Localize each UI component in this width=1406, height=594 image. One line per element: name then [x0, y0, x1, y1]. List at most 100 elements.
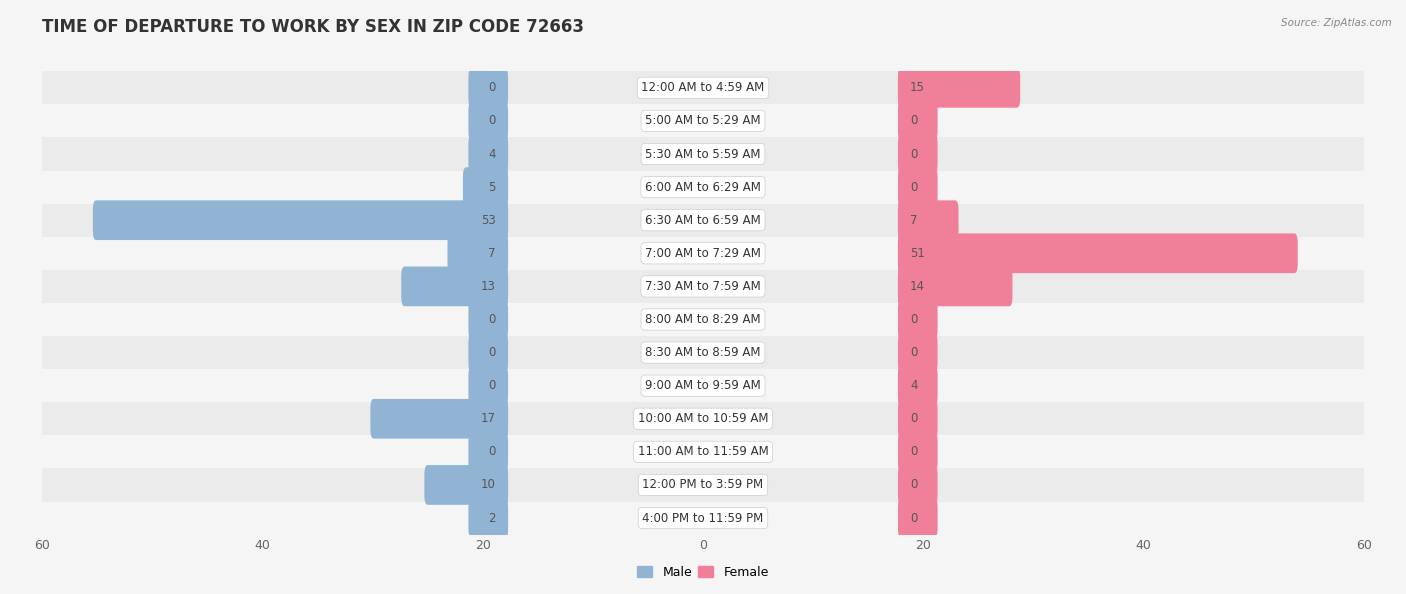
- FancyBboxPatch shape: [401, 267, 508, 307]
- Text: 9:00 AM to 9:59 AM: 9:00 AM to 9:59 AM: [645, 379, 761, 392]
- Text: 13: 13: [481, 280, 496, 293]
- FancyBboxPatch shape: [468, 200, 508, 240]
- FancyBboxPatch shape: [468, 134, 508, 174]
- Text: 0: 0: [488, 379, 496, 392]
- FancyBboxPatch shape: [898, 233, 1298, 273]
- Bar: [42, 137, 1364, 170]
- FancyBboxPatch shape: [447, 233, 508, 273]
- FancyBboxPatch shape: [898, 465, 938, 505]
- FancyBboxPatch shape: [898, 200, 938, 240]
- Bar: [42, 270, 1364, 303]
- FancyBboxPatch shape: [468, 299, 508, 339]
- Text: 10: 10: [481, 478, 496, 491]
- FancyBboxPatch shape: [468, 432, 508, 472]
- FancyBboxPatch shape: [468, 399, 508, 438]
- Text: 4:00 PM to 11:59 PM: 4:00 PM to 11:59 PM: [643, 511, 763, 525]
- Text: 0: 0: [910, 115, 918, 128]
- Text: 7:30 AM to 7:59 AM: 7:30 AM to 7:59 AM: [645, 280, 761, 293]
- Text: 0: 0: [910, 412, 918, 425]
- Text: 8:00 AM to 8:29 AM: 8:00 AM to 8:29 AM: [645, 313, 761, 326]
- Text: 0: 0: [488, 346, 496, 359]
- Bar: [42, 303, 1364, 336]
- FancyBboxPatch shape: [898, 432, 938, 472]
- FancyBboxPatch shape: [898, 168, 938, 207]
- Text: 11:00 AM to 11:59 AM: 11:00 AM to 11:59 AM: [638, 446, 768, 459]
- FancyBboxPatch shape: [468, 366, 508, 406]
- Text: 17: 17: [481, 412, 496, 425]
- FancyBboxPatch shape: [486, 498, 508, 538]
- Text: 6:30 AM to 6:59 AM: 6:30 AM to 6:59 AM: [645, 214, 761, 227]
- Bar: [42, 369, 1364, 402]
- Text: 5:30 AM to 5:59 AM: 5:30 AM to 5:59 AM: [645, 147, 761, 160]
- FancyBboxPatch shape: [898, 498, 938, 538]
- FancyBboxPatch shape: [898, 267, 938, 307]
- Text: 0: 0: [488, 115, 496, 128]
- Text: TIME OF DEPARTURE TO WORK BY SEX IN ZIP CODE 72663: TIME OF DEPARTURE TO WORK BY SEX IN ZIP …: [42, 18, 583, 36]
- Bar: [42, 237, 1364, 270]
- Text: 10:00 AM to 10:59 AM: 10:00 AM to 10:59 AM: [638, 412, 768, 425]
- Text: 2: 2: [488, 511, 496, 525]
- Bar: [42, 435, 1364, 469]
- Text: 5: 5: [488, 181, 496, 194]
- Text: 0: 0: [488, 313, 496, 326]
- Text: 0: 0: [488, 81, 496, 94]
- FancyBboxPatch shape: [898, 267, 1012, 307]
- Legend: Male, Female: Male, Female: [633, 561, 773, 584]
- FancyBboxPatch shape: [898, 399, 938, 438]
- Text: 15: 15: [910, 81, 925, 94]
- Text: 53: 53: [481, 214, 496, 227]
- Text: 4: 4: [910, 379, 918, 392]
- Text: 0: 0: [910, 478, 918, 491]
- FancyBboxPatch shape: [468, 333, 508, 372]
- FancyBboxPatch shape: [468, 498, 508, 538]
- FancyBboxPatch shape: [468, 465, 508, 505]
- Text: 14: 14: [910, 280, 925, 293]
- Text: 12:00 PM to 3:59 PM: 12:00 PM to 3:59 PM: [643, 478, 763, 491]
- Text: 0: 0: [488, 446, 496, 459]
- Text: 0: 0: [910, 511, 918, 525]
- FancyBboxPatch shape: [93, 200, 508, 240]
- Bar: [42, 501, 1364, 535]
- Text: 7: 7: [910, 214, 918, 227]
- Bar: [42, 105, 1364, 137]
- FancyBboxPatch shape: [463, 168, 508, 207]
- FancyBboxPatch shape: [471, 134, 508, 174]
- Text: 0: 0: [910, 181, 918, 194]
- FancyBboxPatch shape: [898, 200, 959, 240]
- FancyBboxPatch shape: [898, 101, 938, 141]
- Text: 0: 0: [910, 446, 918, 459]
- Text: 8:30 AM to 8:59 AM: 8:30 AM to 8:59 AM: [645, 346, 761, 359]
- Text: 0: 0: [910, 147, 918, 160]
- FancyBboxPatch shape: [468, 101, 508, 141]
- FancyBboxPatch shape: [425, 465, 508, 505]
- FancyBboxPatch shape: [898, 68, 938, 108]
- FancyBboxPatch shape: [468, 168, 508, 207]
- Text: 7:00 AM to 7:29 AM: 7:00 AM to 7:29 AM: [645, 247, 761, 260]
- FancyBboxPatch shape: [898, 299, 938, 339]
- Bar: [42, 469, 1364, 501]
- Text: 4: 4: [488, 147, 496, 160]
- FancyBboxPatch shape: [898, 366, 938, 406]
- Bar: [42, 402, 1364, 435]
- Text: 0: 0: [910, 346, 918, 359]
- FancyBboxPatch shape: [898, 68, 1021, 108]
- Bar: [42, 336, 1364, 369]
- FancyBboxPatch shape: [898, 333, 938, 372]
- FancyBboxPatch shape: [468, 233, 508, 273]
- FancyBboxPatch shape: [898, 134, 938, 174]
- Text: 51: 51: [910, 247, 925, 260]
- Text: 6:00 AM to 6:29 AM: 6:00 AM to 6:29 AM: [645, 181, 761, 194]
- Text: 7: 7: [488, 247, 496, 260]
- FancyBboxPatch shape: [468, 267, 508, 307]
- Bar: [42, 204, 1364, 237]
- Text: 12:00 AM to 4:59 AM: 12:00 AM to 4:59 AM: [641, 81, 765, 94]
- Bar: [42, 71, 1364, 105]
- Text: 0: 0: [910, 313, 918, 326]
- FancyBboxPatch shape: [468, 68, 508, 108]
- FancyBboxPatch shape: [898, 233, 938, 273]
- Bar: [42, 170, 1364, 204]
- Text: Source: ZipAtlas.com: Source: ZipAtlas.com: [1281, 18, 1392, 28]
- Text: 5:00 AM to 5:29 AM: 5:00 AM to 5:29 AM: [645, 115, 761, 128]
- FancyBboxPatch shape: [370, 399, 508, 438]
- FancyBboxPatch shape: [898, 366, 935, 406]
